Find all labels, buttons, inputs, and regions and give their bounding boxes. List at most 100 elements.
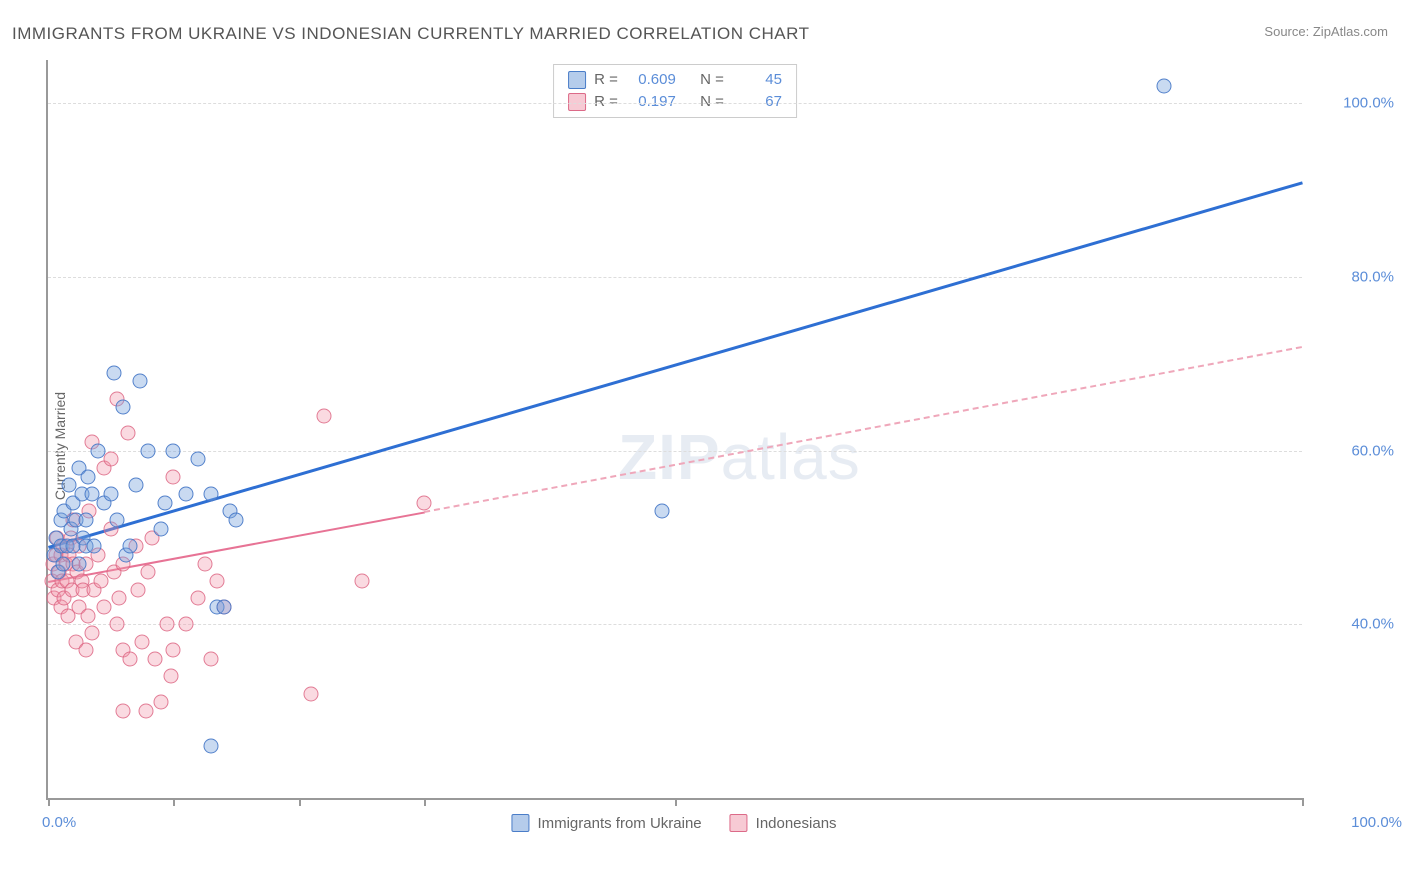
data-point (229, 513, 244, 528)
data-point (141, 443, 156, 458)
data-point (166, 643, 181, 658)
data-point (160, 617, 175, 632)
data-point (163, 669, 178, 684)
data-point (191, 452, 206, 467)
source-attribution: Source: ZipAtlas.com (1264, 24, 1388, 39)
trend-line (424, 347, 1302, 514)
data-point (141, 565, 156, 580)
data-point (84, 626, 99, 641)
source-label: Source: (1264, 24, 1309, 39)
data-point (109, 513, 124, 528)
r-label: R = (594, 91, 618, 113)
legend-item-ukraine: Immigrants from Ukraine (511, 814, 701, 832)
watermark: ZIPatlas (618, 420, 861, 494)
y-tick-label: 60.0% (1314, 442, 1394, 459)
data-point (87, 539, 102, 554)
data-point (116, 400, 131, 415)
swatch-pink-icon (568, 93, 586, 111)
data-point (128, 478, 143, 493)
data-point (166, 443, 181, 458)
data-point (78, 643, 93, 658)
y-tick-label: 40.0% (1314, 616, 1394, 633)
data-point (103, 452, 118, 467)
x-tick (173, 798, 175, 806)
x-axis-max-label: 100.0% (1312, 814, 1402, 831)
x-axis-min-label: 0.0% (42, 814, 76, 831)
trend-line (48, 182, 1303, 550)
data-point (157, 495, 172, 510)
data-point (56, 556, 71, 571)
data-point (112, 591, 127, 606)
data-point (191, 591, 206, 606)
swatch-blue-icon (511, 814, 529, 832)
n-value-indonesia: 67 (732, 91, 782, 113)
data-point (147, 652, 162, 667)
data-point (166, 469, 181, 484)
n-value-ukraine: 45 (732, 69, 782, 91)
data-point (210, 573, 225, 588)
x-tick (48, 798, 50, 806)
data-point (135, 634, 150, 649)
data-point (216, 599, 231, 614)
data-point (81, 608, 96, 623)
data-point (197, 556, 212, 571)
legend-label-indonesia: Indonesians (756, 815, 837, 832)
y-tick-label: 80.0% (1314, 269, 1394, 286)
data-point (122, 652, 137, 667)
data-point (93, 573, 108, 588)
data-point (204, 487, 219, 502)
x-tick (1302, 798, 1304, 806)
data-point (132, 374, 147, 389)
data-point (138, 704, 153, 719)
data-point (109, 617, 124, 632)
r-value-ukraine: 0.609 (626, 69, 676, 91)
gridline (48, 277, 1302, 278)
gridline (48, 451, 1302, 452)
data-point (304, 686, 319, 701)
data-point (204, 738, 219, 753)
data-point (91, 443, 106, 458)
data-point (153, 695, 168, 710)
r-value-indonesia: 0.197 (626, 91, 676, 113)
n-label: N = (700, 91, 724, 113)
data-point (417, 495, 432, 510)
data-point (103, 487, 118, 502)
data-point (131, 582, 146, 597)
data-point (316, 408, 331, 423)
chart-container: IMMIGRANTS FROM UKRAINE VS INDONESIAN CU… (0, 0, 1406, 892)
chart-title: IMMIGRANTS FROM UKRAINE VS INDONESIAN CU… (12, 24, 809, 44)
swatch-blue-icon (568, 71, 586, 89)
gridline (48, 103, 1302, 104)
legend-row-indonesia: R = 0.197 N = 67 (568, 91, 782, 113)
data-point (97, 599, 112, 614)
n-label: N = (700, 69, 724, 91)
legend-item-indonesia: Indonesians (730, 814, 837, 832)
data-point (122, 539, 137, 554)
data-point (1157, 79, 1172, 94)
y-tick-label: 100.0% (1314, 95, 1394, 112)
data-point (72, 556, 87, 571)
data-point (655, 504, 670, 519)
legend-correlation-box: R = 0.609 N = 45 R = 0.197 N = 67 (553, 64, 797, 118)
swatch-pink-icon (730, 814, 748, 832)
legend-row-ukraine: R = 0.609 N = 45 (568, 69, 782, 91)
gridline (48, 624, 1302, 625)
data-point (178, 617, 193, 632)
data-point (116, 704, 131, 719)
chart-area: ZIPatlas R = 0.609 N = 45 R = 0.197 N = (46, 60, 1302, 830)
x-tick (424, 798, 426, 806)
data-point (354, 573, 369, 588)
data-point (178, 487, 193, 502)
r-label: R = (594, 69, 618, 91)
legend-label-ukraine: Immigrants from Ukraine (537, 815, 701, 832)
x-tick (675, 798, 677, 806)
legend-series: Immigrants from Ukraine Indonesians (511, 814, 836, 832)
source-name: ZipAtlas.com (1313, 24, 1388, 39)
data-point (107, 365, 122, 380)
data-point (81, 469, 96, 484)
data-point (153, 521, 168, 536)
data-point (121, 426, 136, 441)
data-point (204, 652, 219, 667)
x-tick (299, 798, 301, 806)
plot-region: ZIPatlas R = 0.609 N = 45 R = 0.197 N = (46, 60, 1302, 800)
